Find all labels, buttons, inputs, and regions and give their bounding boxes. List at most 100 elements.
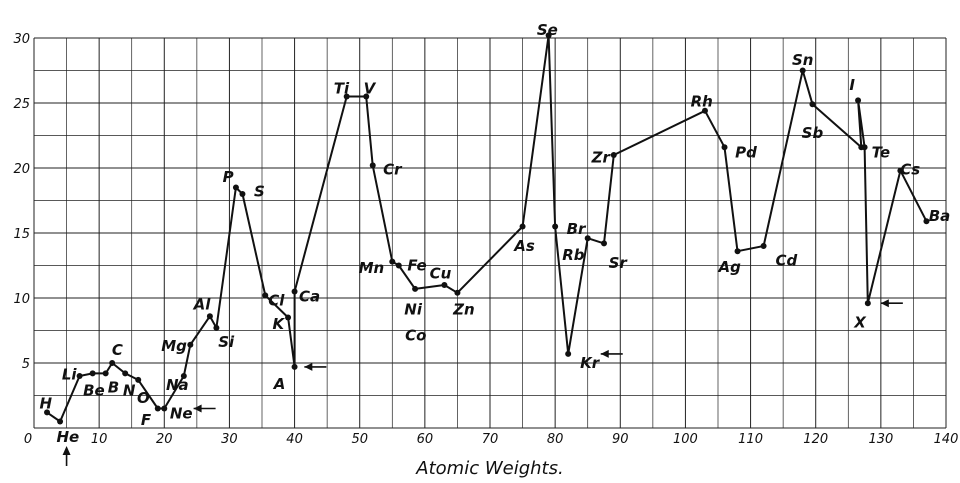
data-point: [57, 418, 64, 425]
x-tick-label: 120: [803, 432, 828, 447]
data-point: [855, 97, 862, 104]
data-point: [545, 32, 552, 39]
chart-grid: [33, 37, 947, 429]
x-tick-label: 70: [482, 432, 499, 447]
y-tick-label: 10: [13, 292, 30, 307]
data-point: [369, 162, 376, 169]
data-point: [154, 405, 161, 412]
data-point: [701, 107, 708, 114]
data-point: [565, 350, 572, 357]
element-label: C: [112, 341, 123, 359]
x-tick-label: 80: [547, 432, 564, 447]
data-point: [864, 300, 871, 307]
pointer-arrow: [600, 349, 623, 358]
data-point: [389, 258, 396, 265]
data-point: [809, 101, 816, 108]
data-point: [861, 144, 868, 151]
data-point: [343, 93, 350, 100]
element-labels: H He Li Be B N O C F Ne Na Mg Al Si P S Cl K Ca A Ti V Cr Mn Fe N…: [39, 21, 950, 446]
element-label: He: [57, 428, 80, 446]
x-tick-label: 40: [286, 432, 303, 447]
x-tick-label: 20: [156, 432, 173, 447]
x-tick-label: 140: [934, 432, 959, 447]
x-tick-label: 100: [673, 432, 698, 447]
element-label: Fe: [407, 257, 426, 275]
data-point: [584, 235, 591, 242]
y-tick-label: 25: [13, 97, 30, 112]
x-tick-label: 10: [91, 432, 108, 447]
data-point: [519, 223, 526, 230]
element-label: Zr: [591, 149, 612, 167]
element-label: Ca: [299, 288, 320, 306]
tick-labels: 0 10 20 30 40 50 60 70 80 90 100 110 120 130 140 5 10 15 2…: [13, 32, 958, 447]
element-label: As: [513, 237, 535, 255]
element-label: Kr: [580, 354, 601, 372]
series-line-path: [46, 34, 928, 423]
data-point: [109, 360, 116, 366]
element-label: B: [108, 379, 119, 397]
data-point: [135, 376, 142, 383]
element-label: Cr: [383, 160, 403, 178]
element-label: Co: [405, 327, 426, 345]
data-point: [285, 314, 292, 321]
element-label: Zn: [452, 301, 475, 319]
element-label: Sn: [792, 51, 813, 69]
data-point: [180, 373, 187, 379]
data-point: [897, 167, 904, 174]
element-label: H: [39, 394, 52, 412]
data-point: [213, 324, 220, 331]
element-label: A: [273, 375, 286, 393]
element-label: X: [853, 314, 867, 332]
y-tick-label: 20: [13, 162, 30, 177]
element-label: Sr: [609, 254, 629, 272]
data-point: [721, 144, 728, 151]
data-point: [122, 370, 129, 377]
data-point: [291, 288, 298, 295]
element-label: Rh: [691, 93, 713, 111]
data-point: [76, 373, 83, 379]
element-label: Br: [567, 220, 587, 238]
data-point: [363, 93, 370, 100]
element-label: V: [364, 80, 377, 98]
element-label: O: [137, 389, 150, 407]
data-point: [89, 370, 96, 377]
element-label: Mg: [161, 337, 187, 355]
y-tick-label: 15: [13, 227, 30, 242]
data-point: [161, 405, 168, 412]
data-point: [262, 292, 269, 299]
x-tick-label: 60: [417, 432, 434, 447]
data-point: [923, 218, 930, 225]
x-tick-label: 50: [351, 432, 368, 447]
element-label: K: [272, 315, 285, 333]
element-label: Cd: [776, 251, 798, 269]
data-point: [187, 341, 194, 348]
element-label: P: [223, 168, 234, 186]
x-tick-label: 90: [612, 432, 629, 447]
data-point: [291, 363, 298, 370]
element-label: Al: [193, 296, 212, 314]
x-tick-label: 130: [868, 432, 893, 447]
element-label: Ni: [404, 301, 423, 319]
element-label: Ba: [929, 207, 951, 225]
element-label: Ti: [334, 80, 350, 98]
data-point: [799, 67, 806, 74]
data-point: [734, 248, 741, 255]
element-label: Na: [166, 376, 189, 394]
element-label: Cl: [268, 292, 285, 310]
data-point: [601, 240, 607, 247]
element-label: Be: [83, 381, 105, 399]
data-point: [239, 191, 246, 197]
x-axis-label: Atomic Weights.: [415, 458, 563, 479]
element-label: S: [254, 182, 265, 200]
element-label: Rb: [562, 246, 585, 264]
data-point: [395, 262, 402, 269]
data-point: [552, 223, 559, 230]
data-points: [44, 32, 930, 425]
element-label: N: [123, 381, 136, 399]
element-label: Te: [872, 143, 890, 161]
data-point: [441, 282, 448, 288]
element-label: Li: [62, 366, 78, 384]
x-tick-label: 110: [738, 432, 763, 447]
data-point: [760, 243, 767, 249]
data-point: [102, 370, 109, 377]
